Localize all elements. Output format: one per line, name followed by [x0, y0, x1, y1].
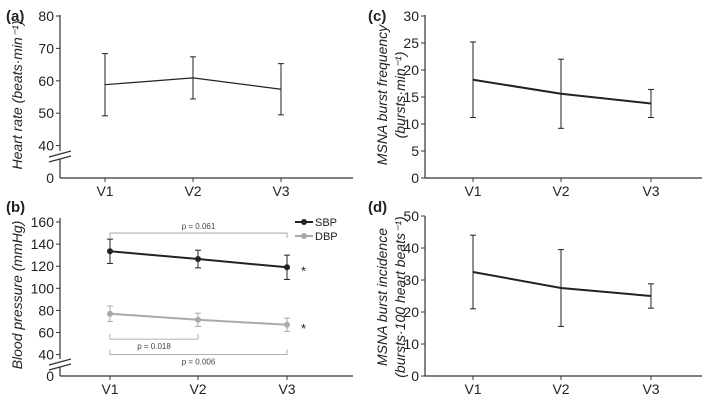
panel-b-axis-break-mark-2	[48, 363, 72, 371]
panel-a-x-ticks: V1 V2 V3	[96, 178, 290, 199]
panel-c-series-line	[472, 78, 652, 105]
panel-a-y-tick-label: 40	[38, 138, 54, 154]
panel-c-y-axis-label-line1: MSNA burst frequency	[374, 24, 390, 165]
panel-a-axis-break-mark-1	[48, 150, 72, 158]
panel-c-y-tick-label: 20	[403, 62, 419, 78]
panel-b-x-tick-label: V1	[101, 381, 118, 397]
panel-a-y-tick-label: 60	[38, 73, 54, 89]
panel-b-significance-brackets: p = 0.061 p = 0.018 p = 0.006	[109, 222, 288, 367]
panel-b-y-tick-label: 120	[31, 258, 55, 274]
panel-d-y-tick-label: 40	[403, 240, 419, 256]
panel-d-y-tick-label: 50	[403, 208, 419, 224]
panel-c-x-ticks: V1 V2 V3	[464, 178, 660, 199]
panel-b-bracket-p-value: p = 0.018	[137, 342, 171, 351]
panel-b: (b) Blood pressure (mmHg) 0 40 60 80 100 120…	[6, 199, 353, 397]
panel-a-y-axis-label: Heart rate (beats·min⁻¹)	[9, 21, 25, 170]
panel-b-x-tick-label: V2	[189, 381, 206, 397]
panel-b-point	[284, 321, 290, 328]
panel-b-plot: **	[107, 238, 306, 336]
panel-d: (d) MSNA burst incidence (bursts·100 hea…	[368, 199, 702, 397]
panel-c-x-tick-label: V2	[552, 183, 569, 199]
panel-a-plot	[102, 53, 284, 117]
legend-dbp-marker	[301, 233, 307, 239]
panel-a: (a) Heart rate (beats·min⁻¹) 0 40 50 60 70 8…	[6, 8, 353, 199]
panel-d-x-tick-label: V1	[464, 381, 481, 397]
panel-b-label: (b)	[6, 199, 25, 216]
panel-c-y-axis-label-line2: (bursts·min⁻¹)	[392, 52, 408, 139]
legend-sbp-label: SBP	[315, 217, 337, 229]
panel-a-x-tick-label: V1	[96, 183, 113, 199]
legend-sbp-marker	[301, 219, 307, 225]
panel-a-y-tick-label: 80	[38, 8, 54, 24]
panel-b-point	[195, 256, 201, 263]
panel-d-y-ticks: 0 10 20 30 40 50	[403, 208, 425, 384]
legend-dbp-label: DBP	[315, 231, 338, 243]
panel-a-y-tick-label: 50	[38, 105, 54, 121]
panel-c-x-tick-label: V3	[642, 183, 659, 199]
panel-c-y-tick-label: 30	[403, 8, 419, 24]
panel-b-y-tick-label: 100	[31, 280, 55, 296]
panel-b-bracket-p-value: p = 0.006	[182, 358, 216, 367]
panel-c-y-ticks: 0 5 10 15 20 25 30	[403, 8, 425, 186]
panel-b-y-tick-label: 60	[38, 325, 54, 341]
panel-b-bracket	[109, 232, 288, 239]
panel-a-y-tick-label: 70	[38, 40, 54, 56]
panel-c-y-tick-label: 5	[411, 143, 419, 159]
panel-c-label: (c)	[368, 8, 386, 25]
panel-d-y-tick-label: 0	[411, 368, 419, 384]
panel-b-point	[195, 316, 201, 323]
panel-d-y-axis-label-line1: MSNA burst incidence	[374, 228, 390, 366]
panel-a-axis-break-gap	[48, 151, 72, 159]
panel-c-y-tick-label: 10	[403, 116, 419, 132]
panel-c-plot	[470, 41, 654, 129]
panel-d-plot	[470, 234, 654, 327]
panel-a-axis-break-mark-2	[48, 155, 72, 163]
panel-b-significance-star: *	[301, 321, 306, 336]
panel-b-significance-star: *	[301, 263, 306, 278]
panel-a-y-ticks: 40 50 60 70 80	[38, 8, 60, 154]
panel-b-y-zero-label: 0	[46, 368, 54, 384]
panel-d-label: (d)	[368, 199, 387, 216]
panel-d-x-ticks: V1 V2 V3	[464, 376, 660, 397]
panel-b-y-tick-label: 80	[38, 302, 54, 318]
panel-b-legend: SBP DBP	[295, 217, 338, 243]
panel-b-y-tick-label: 40	[38, 347, 54, 363]
panel-b-point	[284, 264, 290, 271]
panel-b-x-tick-label: V3	[278, 381, 295, 397]
panel-b-bracket	[109, 334, 199, 340]
panel-c: (c) MSNA burst frequency (bursts·min⁻¹) …	[368, 8, 702, 199]
panel-b-bracket-p-value: p = 0.061	[182, 222, 216, 231]
panel-b-y-ticks: 40 60 80 100 120 140 160	[31, 214, 60, 363]
panel-d-series-line	[472, 271, 652, 297]
panel-a-series-line	[104, 77, 282, 90]
panel-b-point	[107, 248, 113, 255]
panel-b-y-tick-label: 140	[31, 236, 55, 252]
panel-b-y-axis-label: Blood pressure (mmHg)	[9, 221, 25, 370]
panel-d-x-tick-label: V2	[552, 381, 569, 397]
panel-d-y-tick-label: 10	[403, 336, 419, 352]
panel-c-y-tick-label: 15	[403, 89, 419, 105]
panel-d-y-tick-label: 20	[403, 304, 419, 320]
panel-c-y-tick-label: 0	[411, 170, 419, 186]
panel-b-bracket	[109, 349, 288, 356]
panel-c-y-tick-label: 25	[403, 35, 419, 51]
panel-a-x-tick-label: V2	[184, 183, 201, 199]
panel-d-y-tick-label: 30	[403, 272, 419, 288]
panel-c-x-tick-label: V1	[464, 183, 481, 199]
panel-a-label: (a)	[6, 8, 24, 25]
panel-b-x-ticks: V1 V2 V3	[101, 376, 296, 397]
panel-b-axis-break-gap	[48, 359, 72, 367]
panel-b-point	[107, 310, 113, 317]
panel-b-axis-break-mark-1	[48, 358, 72, 366]
panel-d-y-axis-label-line2: (bursts·100 heart beats⁻¹)	[392, 216, 408, 377]
panel-a-y-zero-label: 0	[46, 170, 54, 186]
panel-d-x-tick-label: V3	[642, 381, 659, 397]
panel-a-x-tick-label: V3	[272, 183, 289, 199]
panel-b-y-tick-label: 160	[31, 214, 55, 230]
